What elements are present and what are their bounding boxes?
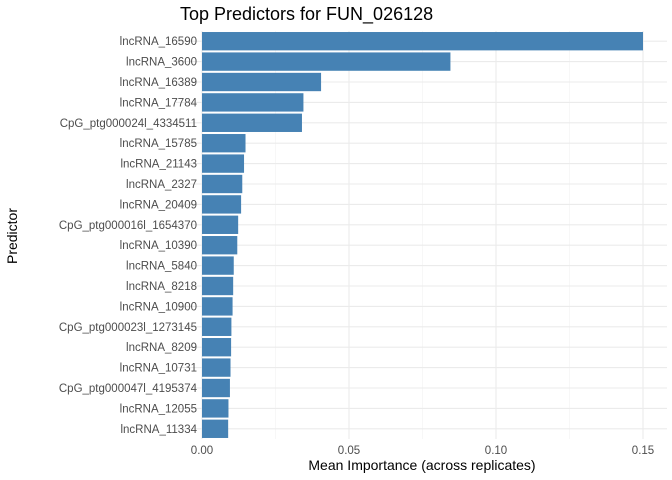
bar [202,113,302,132]
y-tick-label: lncRNA_8218 [126,281,197,293]
bar [202,93,304,112]
bar [202,195,242,214]
y-tick-label: lncRNA_10390 [120,240,197,252]
x-tick-label: 0.15 [632,445,654,457]
y-tick-label: lncRNA_2327 [126,179,197,191]
y-tick-label: lncRNA_3600 [126,57,197,69]
bar [202,72,322,92]
bar [202,378,230,398]
bar [202,174,243,194]
y-tick-label: lncRNA_5840 [126,261,197,273]
bar [202,399,229,418]
y-tick-label: CpG_ptg000047l_4195374 [59,383,198,395]
y-tick-label: lncRNA_10731 [120,363,197,375]
x-axis-title: Mean Importance (across replicates) [308,457,535,473]
x-tick-labels: 0.00 0.05 0.10 0.15 [191,445,654,457]
y-tick-label: lncRNA_11334 [120,424,197,436]
y-axis-title: Predictor [4,208,20,264]
bars [202,32,643,438]
bar [202,317,232,336]
bar [202,256,234,275]
x-tick-label: 0.10 [485,445,507,457]
y-tick-label: CpG_ptg000024l_4334511 [60,118,197,130]
y-tick-label: lncRNA_12055 [120,403,197,415]
y-tick-label: lncRNA_17784 [120,97,198,109]
y-tick-label: lncRNA_8209 [126,342,197,354]
bar [202,358,231,377]
bar [202,154,245,173]
grid [176,31,667,439]
y-tick-label: lncRNA_16590 [120,36,197,48]
bar [202,215,239,234]
bar [202,32,643,51]
y-tick-labels: lncRNA_16590 lncRNA_3600 lncRNA_16389 lncRN… [59,36,198,436]
bar [202,419,229,438]
bar [202,338,232,357]
y-tick-label: lncRNA_15785 [120,138,197,150]
y-tick-label: CpG_ptg000016l_1654370 [59,220,197,232]
y-tick-label: lncRNA_20409 [120,199,197,211]
y-tick-label: lncRNA_21143 [120,159,197,171]
chart-title: Top Predictors for FUN_026128 [180,4,433,25]
bar [202,276,234,296]
y-tick-label: lncRNA_16389 [120,77,197,89]
bar [202,134,246,153]
bar [202,52,451,71]
bar [202,297,233,316]
y-tick-label: lncRNA_10900 [120,301,197,313]
y-tick-label: CpG_ptg000023l_1273145 [59,322,197,334]
x-tick-label: 0.05 [338,445,360,457]
x-tick-label: 0.00 [191,445,213,457]
bar [202,236,238,255]
